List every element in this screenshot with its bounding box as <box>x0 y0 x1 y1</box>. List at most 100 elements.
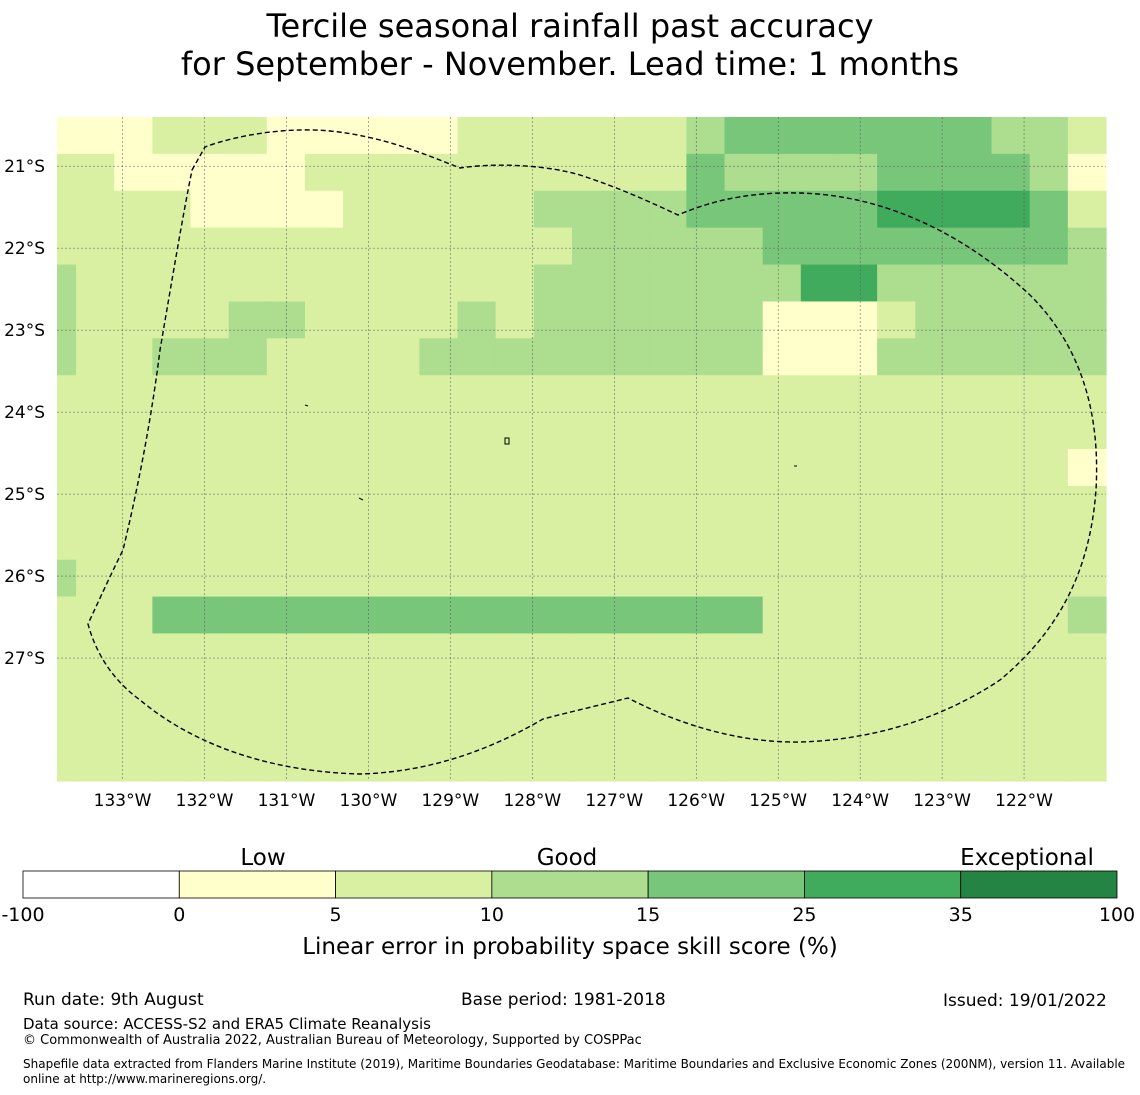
grid-cell <box>304 264 344 303</box>
grid-cell <box>571 338 611 376</box>
grid-cell <box>266 301 306 339</box>
grid-cell <box>533 412 573 450</box>
grid-cell <box>304 375 344 413</box>
colorbar-segment <box>22 870 180 899</box>
grid-cell <box>610 633 649 671</box>
grid-cell <box>152 522 192 561</box>
grid-cell <box>533 117 573 155</box>
grid-cell <box>686 227 726 266</box>
grid-cell <box>610 707 649 745</box>
grid-cell <box>76 338 115 376</box>
grid-cell <box>57 227 77 266</box>
grid-cell <box>457 153 497 192</box>
grid-cell <box>915 633 955 671</box>
grid-cell <box>266 522 306 561</box>
grid-cell <box>800 485 840 524</box>
grid-cell <box>762 375 802 413</box>
grid-cell <box>1029 522 1069 561</box>
grid-cell <box>343 301 382 339</box>
longitude-tick-label: 132°W <box>176 791 234 811</box>
grid-cell <box>457 449 497 487</box>
grid-cell <box>533 559 573 598</box>
colorbar-segments <box>22 870 1118 899</box>
grid-cell <box>457 559 497 598</box>
grid-cell <box>152 375 192 413</box>
longitude-tick-label: 130°W <box>340 791 398 811</box>
grid-cell <box>838 375 878 413</box>
colorbar-category-label: Low <box>240 845 285 871</box>
grid-cell <box>1067 596 1107 635</box>
grid-cell <box>610 227 649 266</box>
grid-cell <box>190 190 230 229</box>
grid-cell <box>953 301 993 339</box>
grid-cell <box>686 522 726 561</box>
grid-cell <box>838 522 878 561</box>
grid-cell <box>648 153 687 192</box>
grid-cell <box>610 744 649 782</box>
colorbar-tick-label: 25 <box>792 904 816 926</box>
grid-cell <box>381 190 420 229</box>
grid-cell <box>228 227 268 266</box>
grid-cell <box>915 153 955 192</box>
grid-cell <box>190 301 230 339</box>
grid-cell <box>610 117 649 155</box>
grid-cell <box>762 153 802 192</box>
grid-cell <box>877 707 916 745</box>
grid-cell <box>495 707 535 745</box>
grid-cell <box>838 596 878 635</box>
grid-cell <box>266 485 306 524</box>
grid-cell <box>610 522 649 561</box>
grid-cell <box>381 670 420 708</box>
grid-cell <box>686 559 726 598</box>
grid-cell <box>304 522 344 561</box>
grid-cell <box>76 412 115 450</box>
grid-cell <box>571 707 611 745</box>
grid-cell <box>190 264 230 303</box>
grid-cell <box>419 375 459 413</box>
grid-cell <box>915 744 955 782</box>
grid-cell <box>495 522 535 561</box>
grid-cell <box>304 485 344 524</box>
grid-cell <box>57 707 77 745</box>
grid-cell <box>114 227 153 266</box>
grid-cell <box>991 485 1031 524</box>
grid-cell <box>457 338 497 376</box>
grid-cell <box>991 190 1031 229</box>
grid-cell <box>648 596 687 635</box>
grid-cell <box>57 559 77 598</box>
grid-cell <box>304 301 344 339</box>
grid-cell <box>266 190 306 229</box>
grid-cell <box>877 153 916 192</box>
grid-cell <box>76 227 115 266</box>
grid-cell <box>343 190 382 229</box>
grid-cell <box>724 375 764 413</box>
grid-cell <box>266 227 306 266</box>
colorbar-tick-label: 5 <box>330 904 342 926</box>
grid-cell <box>114 117 153 155</box>
grid-cell <box>114 412 153 450</box>
grid-cell <box>304 449 344 487</box>
grid-cell <box>838 744 878 782</box>
skill-grid-cells <box>57 117 1107 782</box>
grid-cell <box>877 449 916 487</box>
grid-cell <box>228 596 268 635</box>
grid-cell <box>457 670 497 708</box>
grid-cell <box>57 375 77 413</box>
grid-cell <box>762 117 802 155</box>
colorbar-tick-label: 35 <box>949 904 973 926</box>
grid-cell <box>724 153 764 192</box>
grid-cell <box>228 559 268 598</box>
grid-cell <box>800 633 840 671</box>
grid-cell <box>800 153 840 192</box>
grid-cell <box>343 485 382 524</box>
grid-cell <box>533 596 573 635</box>
grid-cell <box>457 596 497 635</box>
grid-cell <box>228 707 268 745</box>
grid-cell <box>1029 485 1069 524</box>
grid-cell <box>915 522 955 561</box>
grid-cell <box>1067 485 1107 524</box>
grid-cell <box>533 338 573 376</box>
grid-cell <box>152 707 192 745</box>
grid-cell <box>648 338 687 376</box>
grid-cell <box>76 559 115 598</box>
